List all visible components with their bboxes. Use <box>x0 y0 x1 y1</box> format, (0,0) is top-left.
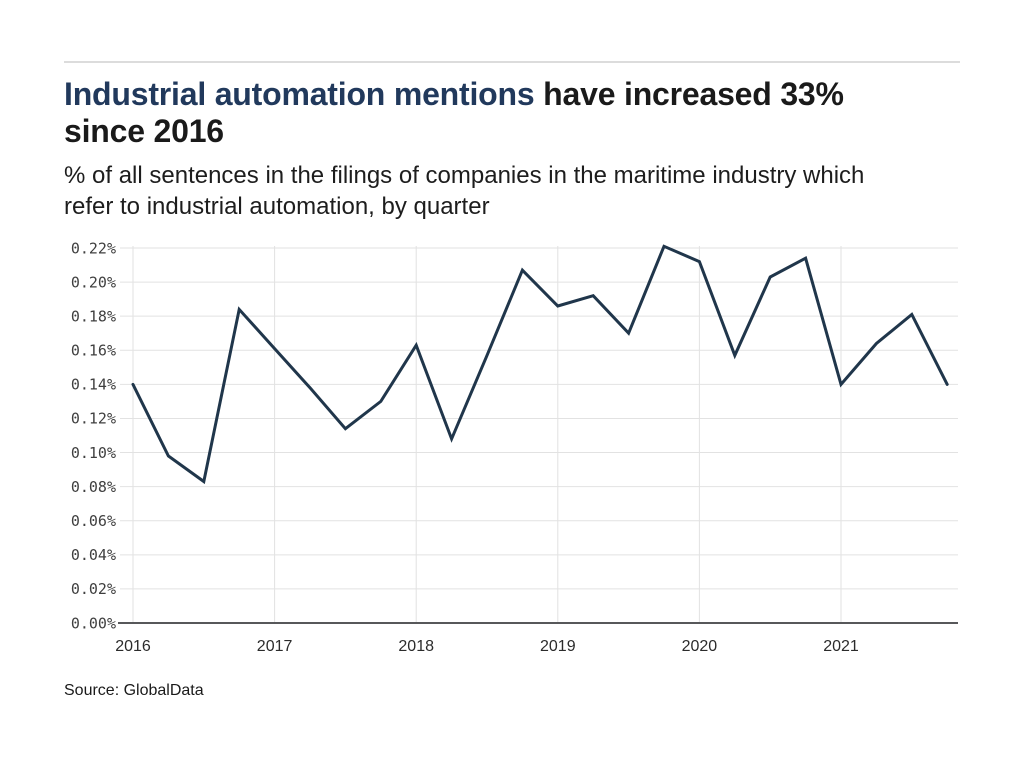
title-accent-text: Industrial automation mentions <box>64 76 535 112</box>
y-tick-label: 0.04% <box>71 546 116 564</box>
title-line-2: since 2016 <box>64 113 224 149</box>
y-tick-label: 0.12% <box>71 410 116 428</box>
chart-subtitle: % of all sentences in the filings of com… <box>64 160 984 222</box>
title-rest-text: have increased 33% <box>534 76 844 112</box>
y-tick-label: 0.02% <box>71 580 116 598</box>
y-tick-label: 0.14% <box>71 376 116 394</box>
y-tick-label: 0.16% <box>71 342 116 360</box>
y-tick-label: 0.00% <box>71 614 116 632</box>
y-tick-label: 0.08% <box>71 478 116 496</box>
x-tick-label: 2016 <box>115 638 151 655</box>
y-tick-label: 0.06% <box>71 512 116 530</box>
y-tick-label: 0.20% <box>71 273 116 291</box>
source-note: Source: GlobalData <box>64 682 204 699</box>
x-tick-label: 2018 <box>398 638 434 655</box>
title-line-1: Industrial automation mentions have incr… <box>64 76 964 113</box>
x-tick-label: 2021 <box>823 638 859 655</box>
subtitle-line-2: refer to industrial automation, by quart… <box>64 193 490 220</box>
page-title: Industrial automation mentions have incr… <box>64 76 964 150</box>
data-series-line <box>131 244 949 485</box>
subtitle-line-1: % of all sentences in the filings of com… <box>64 162 865 189</box>
y-tick-label: 0.18% <box>71 307 116 325</box>
x-tick-label: 2019 <box>540 638 576 655</box>
x-tick-label: 2020 <box>682 638 718 655</box>
x-tick-label: 2017 <box>257 638 293 655</box>
header-divider <box>64 61 960 63</box>
y-tick-label: 0.10% <box>71 444 116 462</box>
y-tick-label: 0.22% <box>71 239 116 257</box>
